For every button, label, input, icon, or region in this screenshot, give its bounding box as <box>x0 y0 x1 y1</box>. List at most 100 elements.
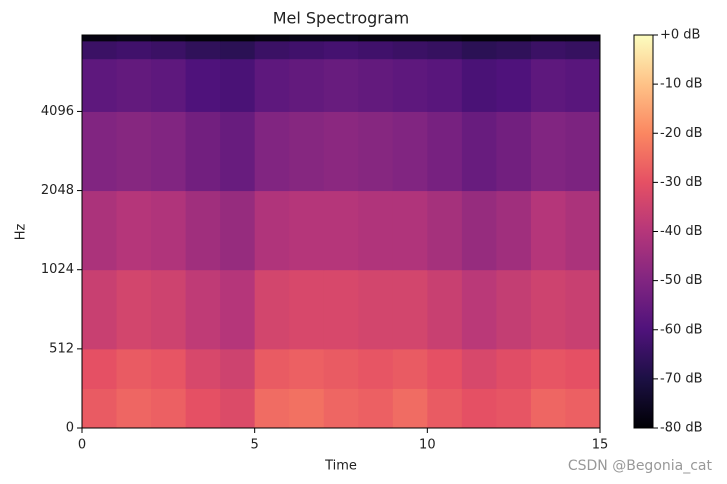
heatmap-cell <box>185 111 221 192</box>
heatmap-cell <box>530 348 566 389</box>
heatmap-cell <box>323 190 359 271</box>
heatmap-cell <box>358 35 394 42</box>
heatmap-cell <box>427 58 463 112</box>
heatmap-cell <box>358 269 394 350</box>
heatmap-cell <box>323 388 359 429</box>
heatmap-cell <box>323 111 359 192</box>
heatmap-cell <box>530 269 566 350</box>
heatmap-cell <box>151 269 187 350</box>
heatmap-cell <box>151 111 187 192</box>
heatmap-cell <box>565 190 601 271</box>
heatmap-cell <box>116 35 152 42</box>
heatmap-cell <box>461 269 497 350</box>
heatmap-cell <box>116 348 152 389</box>
heatmap-cell <box>220 348 256 389</box>
heatmap-cell <box>254 388 290 429</box>
x-tick-label: 0 <box>78 438 86 453</box>
y-tick-label: 4096 <box>41 104 74 119</box>
heatmap-cell <box>530 58 566 112</box>
heatmap-cell <box>461 40 497 60</box>
heatmap-cell <box>185 40 221 60</box>
heatmap-cell <box>220 40 256 60</box>
heatmap-cell <box>289 40 325 60</box>
heatmap-cell <box>392 58 428 112</box>
heatmap-cell <box>116 190 152 271</box>
colorbar-tick-label: -50 dB <box>660 273 703 288</box>
heatmap-cell <box>185 58 221 112</box>
heatmap-cell <box>82 388 118 429</box>
heatmap-cell <box>427 35 463 42</box>
heatmap-cell <box>323 269 359 350</box>
y-axis-label: Hz <box>14 224 29 241</box>
heatmap-cell <box>565 58 601 112</box>
heatmap-cell <box>82 269 118 350</box>
heatmap-cell <box>151 388 187 429</box>
heatmap-cell <box>427 269 463 350</box>
heatmap-cell <box>185 190 221 271</box>
heatmap-cell <box>82 40 118 60</box>
heatmap-cell <box>220 111 256 192</box>
heatmap-cell <box>530 111 566 192</box>
watermark: CSDN @Begonia_cat <box>568 458 713 474</box>
heatmap-cell <box>289 269 325 350</box>
heatmap-cell <box>116 40 152 60</box>
heatmap-cell <box>461 111 497 192</box>
heatmap-cell <box>530 388 566 429</box>
heatmap-cell <box>289 388 325 429</box>
heatmap-cell <box>461 58 497 112</box>
heatmap-cell <box>254 269 290 350</box>
heatmap-cell <box>392 388 428 429</box>
heatmap-cell <box>220 35 256 42</box>
heatmap-cell <box>116 269 152 350</box>
heatmap-cell <box>116 58 152 112</box>
heatmap-cell <box>392 35 428 42</box>
heatmap-cell <box>496 348 532 389</box>
x-tick-label: 15 <box>592 438 609 453</box>
heatmap-cell <box>530 40 566 60</box>
colorbar-tick-label: -80 dB <box>660 421 703 436</box>
heatmap-cell <box>254 111 290 192</box>
heatmap-cell <box>151 58 187 112</box>
heatmap-cell <box>496 111 532 192</box>
colorbar-tick-label: -70 dB <box>660 371 703 386</box>
plot-frame <box>81 34 601 429</box>
heatmap-cell <box>323 58 359 112</box>
heatmap-cell <box>116 111 152 192</box>
x-tick-label: 5 <box>251 438 259 453</box>
heatmap-cell <box>289 35 325 42</box>
heatmap-cell <box>530 35 566 42</box>
colorbar-tick-label: -40 dB <box>660 224 703 239</box>
heatmap-cell <box>358 388 394 429</box>
heatmap-cell <box>82 111 118 192</box>
heatmap-cell <box>82 190 118 271</box>
heatmap-cell <box>565 269 601 350</box>
heatmap-cell <box>289 111 325 192</box>
heatmap-cell <box>116 388 152 429</box>
heatmap-cell <box>358 348 394 389</box>
heatmap-cell <box>461 190 497 271</box>
heatmap-cell <box>358 190 394 271</box>
chart-title: Mel Spectrogram <box>273 9 410 28</box>
heatmap-cell <box>565 40 601 60</box>
heatmap-cell <box>496 58 532 112</box>
heatmap-cell <box>289 190 325 271</box>
heatmap-cell <box>461 35 497 42</box>
colorbar-tick-label: -10 dB <box>660 77 703 92</box>
heatmap-cell <box>392 40 428 60</box>
heatmap-cell <box>151 348 187 389</box>
heatmap-cell <box>392 111 428 192</box>
heatmap-cell <box>254 190 290 271</box>
heatmap-cell <box>392 348 428 389</box>
heatmap-cell <box>565 388 601 429</box>
heatmap-cell <box>185 35 221 42</box>
x-axis-label: Time <box>324 459 357 474</box>
y-tick-label: 0 <box>66 421 74 436</box>
heatmap-cell <box>185 388 221 429</box>
heatmap-cell <box>151 35 187 42</box>
heatmap-cell <box>82 35 118 42</box>
heatmap-cell <box>496 269 532 350</box>
heatmap-cell <box>496 190 532 271</box>
heatmap-cell <box>530 190 566 271</box>
heatmap-cell <box>185 269 221 350</box>
